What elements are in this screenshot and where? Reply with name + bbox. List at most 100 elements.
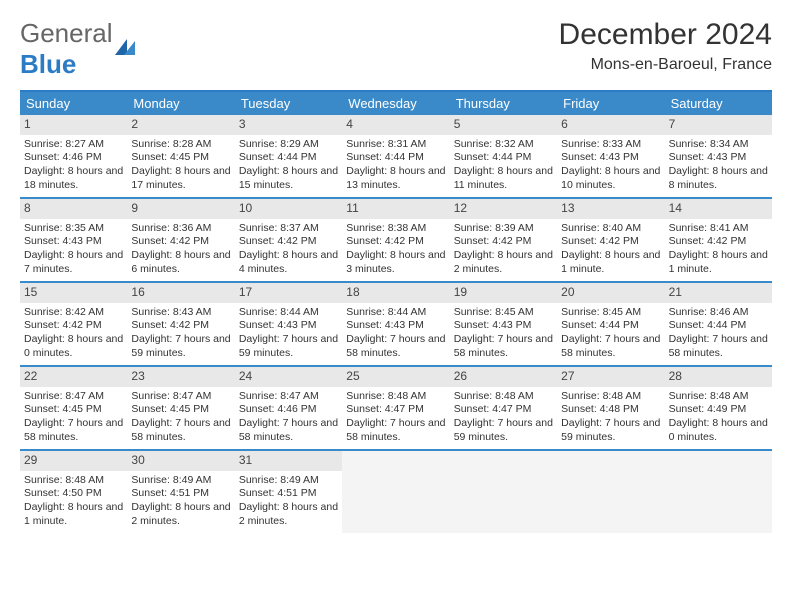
day-cell: 27Sunrise: 8:48 AMSunset: 4:48 PMDayligh…: [557, 367, 664, 449]
day-cell: 16Sunrise: 8:43 AMSunset: 4:42 PMDayligh…: [127, 283, 234, 365]
sunset-line: Sunset: 4:42 PM: [669, 235, 768, 249]
sunrise-line: Sunrise: 8:44 AM: [239, 306, 338, 320]
day-header-cell: Saturday: [665, 92, 772, 115]
sunrise-line: Sunrise: 8:42 AM: [24, 306, 123, 320]
day-number: 16: [127, 283, 234, 303]
daylight-line: Daylight: 8 hours and 15 minutes.: [239, 165, 338, 192]
day-body: Sunrise: 8:48 AMSunset: 4:50 PMDaylight:…: [20, 471, 127, 532]
day-number: 9: [127, 199, 234, 219]
day-number: 6: [557, 115, 664, 135]
day-cell: 24 Sunrise: 8:47 AMSunset: 4:46 PMDayligh…: [235, 367, 342, 449]
day-cell: 30Sunrise: 8:49 AMSunset: 4:51 PMDayligh…: [127, 451, 234, 533]
daylight-line: Daylight: 8 hours and 6 minutes.: [131, 249, 230, 276]
day-cell: 1Sunrise: 8:27 AMSunset: 4:46 PMDaylight…: [20, 115, 127, 197]
sunset-line: Sunset: 4:47 PM: [454, 403, 553, 417]
day-number: 8: [20, 199, 127, 219]
day-body: Sunrise: 8:44 AMSunset: 4:43 PMDaylight:…: [235, 303, 342, 364]
daylight-line: Daylight: 7 hours and 58 minutes.: [454, 333, 553, 360]
day-number: 30: [127, 451, 234, 471]
month-title: December 2024: [559, 18, 772, 52]
sunset-line: Sunset: 4:45 PM: [24, 403, 123, 417]
day-cell: 11Sunrise: 8:38 AMSunset: 4:42 PMDayligh…: [342, 199, 449, 281]
day-body: Sunrise: 8:48 AMSunset: 4:47 PMDaylight:…: [450, 387, 557, 448]
sunrise-line: Sunrise: 8:49 AM: [131, 474, 230, 488]
sunset-line: Sunset: 4:43 PM: [346, 319, 445, 333]
day-cell: 28Sunrise: 8:48 AMSunset: 4:49 PMDayligh…: [665, 367, 772, 449]
day-cell: 21Sunrise: 8:46 AMSunset: 4:44 PMDayligh…: [665, 283, 772, 365]
sunrise-line: Sunrise: 8:47 AM: [239, 390, 338, 404]
day-number: 2: [127, 115, 234, 135]
day-number: 18: [342, 283, 449, 303]
calendar: SundayMondayTuesdayWednesdayThursdayFrid…: [20, 90, 772, 533]
day-number: 26: [450, 367, 557, 387]
sunset-line: Sunset: 4:47 PM: [346, 403, 445, 417]
day-header-cell: Sunday: [20, 92, 127, 115]
empty-cell: [665, 451, 772, 533]
sunset-line: Sunset: 4:51 PM: [239, 487, 338, 501]
sunrise-line: Sunrise: 8:39 AM: [454, 222, 553, 236]
sunset-line: Sunset: 4:43 PM: [24, 235, 123, 249]
day-cell: 9Sunrise: 8:36 AMSunset: 4:42 PMDaylight…: [127, 199, 234, 281]
sunrise-line: Sunrise: 8:46 AM: [669, 306, 768, 320]
day-header-row: SundayMondayTuesdayWednesdayThursdayFrid…: [20, 92, 772, 115]
day-number: 11: [342, 199, 449, 219]
daylight-line: Daylight: 7 hours and 58 minutes.: [239, 417, 338, 444]
day-number: 23: [127, 367, 234, 387]
day-body: Sunrise: 8:31 AMSunset: 4:44 PMDaylight:…: [342, 135, 449, 196]
sunset-line: Sunset: 4:51 PM: [131, 487, 230, 501]
sunrise-line: Sunrise: 8:34 AM: [669, 138, 768, 152]
day-number: 24: [235, 367, 342, 387]
sunset-line: Sunset: 4:50 PM: [24, 487, 123, 501]
day-body: Sunrise: 8:48 AMSunset: 4:47 PMDaylight:…: [342, 387, 449, 448]
day-cell: 6Sunrise: 8:33 AMSunset: 4:43 PMDaylight…: [557, 115, 664, 197]
day-number: 5: [450, 115, 557, 135]
sunrise-line: Sunrise: 8:41 AM: [669, 222, 768, 236]
day-number: 13: [557, 199, 664, 219]
sunrise-line: Sunrise: 8:49 AM: [239, 474, 338, 488]
daylight-line: Daylight: 8 hours and 7 minutes.: [24, 249, 123, 276]
daylight-line: Daylight: 7 hours and 59 minutes.: [239, 333, 338, 360]
day-body: Sunrise: 8:43 AMSunset: 4:42 PMDaylight:…: [127, 303, 234, 364]
sunset-line: Sunset: 4:44 PM: [561, 319, 660, 333]
day-number: 12: [450, 199, 557, 219]
sunrise-line: Sunrise: 8:27 AM: [24, 138, 123, 152]
header: GeneralBlue December 2024 Mons-en-Baroeu…: [20, 18, 772, 80]
day-body: Sunrise: 8:46 AMSunset: 4:44 PMDaylight:…: [665, 303, 772, 364]
day-header-cell: Friday: [557, 92, 664, 115]
sunrise-line: Sunrise: 8:31 AM: [346, 138, 445, 152]
daylight-line: Daylight: 8 hours and 8 minutes.: [669, 165, 768, 192]
daylight-line: Daylight: 8 hours and 18 minutes.: [24, 165, 123, 192]
day-cell: 18Sunrise: 8:44 AMSunset: 4:43 PMDayligh…: [342, 283, 449, 365]
day-cell: 14Sunrise: 8:41 AMSunset: 4:42 PMDayligh…: [665, 199, 772, 281]
location: Mons-en-Baroeul, France: [559, 56, 772, 74]
sunset-line: Sunset: 4:42 PM: [239, 235, 338, 249]
sunrise-line: Sunrise: 8:35 AM: [24, 222, 123, 236]
sunset-line: Sunset: 4:46 PM: [239, 403, 338, 417]
daylight-line: Daylight: 8 hours and 17 minutes.: [131, 165, 230, 192]
daylight-line: Daylight: 8 hours and 3 minutes.: [346, 249, 445, 276]
sunset-line: Sunset: 4:45 PM: [131, 151, 230, 165]
day-number: 28: [665, 367, 772, 387]
day-cell: 17Sunrise: 8:44 AMSunset: 4:43 PMDayligh…: [235, 283, 342, 365]
day-number: 25: [342, 367, 449, 387]
day-cell: 31Sunrise: 8:49 AMSunset: 4:51 PMDayligh…: [235, 451, 342, 533]
sunset-line: Sunset: 4:44 PM: [346, 151, 445, 165]
day-body: Sunrise: 8:28 AMSunset: 4:45 PMDaylight:…: [127, 135, 234, 196]
day-number: 31: [235, 451, 342, 471]
sunset-line: Sunset: 4:42 PM: [346, 235, 445, 249]
day-body: Sunrise: 8:49 AMSunset: 4:51 PMDaylight:…: [235, 471, 342, 532]
day-cell: 22Sunrise: 8:47 AMSunset: 4:45 PMDayligh…: [20, 367, 127, 449]
daylight-line: Daylight: 7 hours and 58 minutes.: [561, 333, 660, 360]
sunrise-line: Sunrise: 8:28 AM: [131, 138, 230, 152]
sunset-line: Sunset: 4:45 PM: [131, 403, 230, 417]
sunset-line: Sunset: 4:48 PM: [561, 403, 660, 417]
day-body: Sunrise: 8:48 AMSunset: 4:48 PMDaylight:…: [557, 387, 664, 448]
week-row: 8Sunrise: 8:35 AMSunset: 4:43 PMDaylight…: [20, 197, 772, 281]
sunrise-line: Sunrise: 8:48 AM: [346, 390, 445, 404]
day-number: 19: [450, 283, 557, 303]
sunrise-line: Sunrise: 8:43 AM: [131, 306, 230, 320]
day-body: Sunrise: 8:41 AMSunset: 4:42 PMDaylight:…: [665, 219, 772, 280]
sunrise-line: Sunrise: 8:47 AM: [131, 390, 230, 404]
week-row: 15Sunrise: 8:42 AMSunset: 4:42 PMDayligh…: [20, 281, 772, 365]
day-cell: 10Sunrise: 8:37 AMSunset: 4:42 PMDayligh…: [235, 199, 342, 281]
